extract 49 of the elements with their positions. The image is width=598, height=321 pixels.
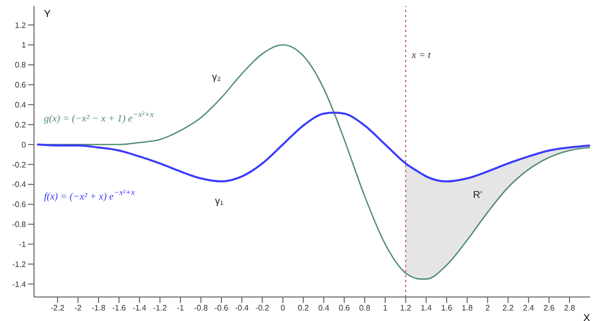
x-axis-title: X — [583, 313, 590, 321]
y-tick-label: -1.4 — [12, 280, 27, 289]
x-tick-label: 2.2 — [502, 304, 514, 313]
y-tick-label: 1.2 — [14, 20, 27, 30]
y-tick-label: 0.6 — [14, 80, 27, 90]
y-tick-label: -0.2 — [12, 160, 27, 170]
series-label: g(x) = (−x² − x + 1) e$^{−x²+x}$ — [44, 110, 154, 124]
x-tick-label: 0.8 — [359, 304, 371, 313]
x-tick-label: 1 — [382, 304, 388, 313]
y-tick-label: -0.4 — [12, 180, 27, 190]
x-tick-label: 1.2 — [400, 304, 412, 313]
x-tick-label: 2.6 — [543, 304, 556, 313]
annotation: R' — [473, 190, 482, 201]
y-tick-label: 0 — [22, 140, 27, 150]
x-tick-label: -0.6 — [214, 304, 229, 313]
x-tick-label: 0.6 — [338, 304, 350, 313]
x-tick-label: 1.6 — [441, 304, 453, 313]
ref-line-label: x = t — [410, 50, 431, 62]
x-tick-label: -2.2 — [50, 304, 65, 313]
x-tick-label: 2 — [485, 304, 490, 313]
y-tick-label: -0.6 — [12, 200, 27, 210]
y-tick-label: -1.2 — [12, 260, 27, 269]
x-tick-label: 1.8 — [462, 304, 474, 313]
x-tick-label: -1 — [176, 304, 185, 313]
x-tick-label: -1.6 — [112, 304, 126, 313]
y-tick-label: 0.4 — [14, 100, 27, 110]
x-tick-label: 1.4 — [420, 304, 432, 313]
x-tick-label: -1.4 — [132, 304, 147, 313]
y-tick-label: 0.2 — [14, 120, 27, 130]
x-tick-label: -1.8 — [92, 304, 106, 313]
x-tick-label: -2 — [74, 304, 82, 313]
y-tick-label: 0.8 — [14, 60, 27, 70]
x-tick-label: 2.8 — [564, 304, 576, 313]
y-axis-title: Y — [44, 9, 51, 20]
y-tick-label: -1 — [18, 240, 27, 250]
x-tick-label: 0.2 — [298, 304, 310, 313]
x-tick-label: 0.4 — [318, 304, 330, 313]
x-tick-label: -1.2 — [153, 304, 168, 313]
x-tick-label: 2.4 — [523, 304, 535, 313]
x-tick-label: -0.8 — [194, 304, 208, 313]
y-tick-label: -0.8 — [12, 220, 27, 230]
annotation: γ₁ — [215, 196, 224, 207]
x-tick-label: 0 — [280, 304, 286, 313]
x-tick-label: -0.4 — [234, 304, 250, 313]
annotation: γ₂ — [212, 72, 221, 83]
y-tick-label: 1 — [22, 40, 27, 50]
text: f(x) = (−x² + x) e$^{−x²+x}$ — [44, 188, 135, 202]
x-tick-label: -0.2 — [255, 304, 270, 313]
line-series — [36, 112, 590, 182]
